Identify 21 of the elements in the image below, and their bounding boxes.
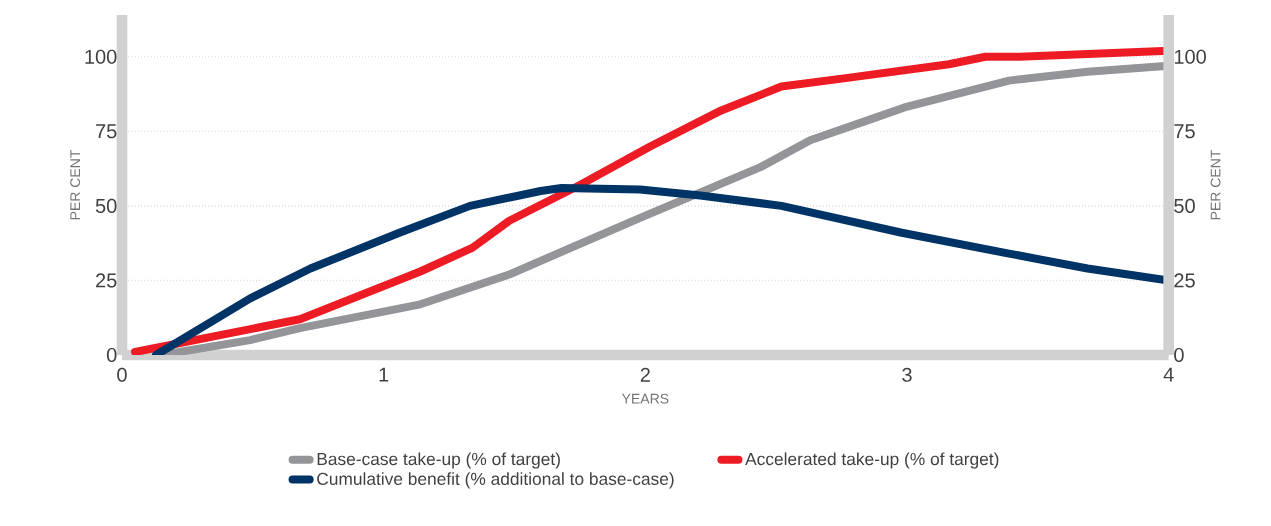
- y2-axis-title: PER CENT: [1210, 149, 1221, 220]
- legend-label: Accelerated take-up (% of target): [745, 452, 999, 469]
- y2-tick-label: 50: [1174, 198, 1195, 213]
- x-tick-label: 0: [117, 367, 127, 382]
- y-tick-label: 25: [96, 273, 117, 288]
- y2-tick-label: 25: [1174, 273, 1195, 288]
- legend-label: Base-case take-up (% of target): [317, 452, 560, 469]
- y-axis-title: PER CENT: [70, 149, 81, 220]
- legend-label: Cumulative benefit (% additional to base-case): [317, 472, 674, 489]
- y-tick-label: 50: [95, 198, 117, 213]
- x-axis-title: YEARS: [621, 393, 669, 404]
- y-tick-label: 0: [106, 347, 117, 363]
- y-tick-label: 75: [96, 124, 117, 139]
- x-tick-label: 1: [379, 367, 389, 382]
- y2-tick-label: 0: [1174, 347, 1184, 363]
- x-tick-label: 2: [640, 367, 650, 382]
- x-tick-label: 3: [902, 367, 912, 382]
- y2-tick-label: 75: [1174, 124, 1195, 139]
- x-tick-label: 4: [1163, 367, 1174, 382]
- y-tick-label: 100: [85, 49, 117, 64]
- y2-tick-label: 100: [1174, 49, 1206, 64]
